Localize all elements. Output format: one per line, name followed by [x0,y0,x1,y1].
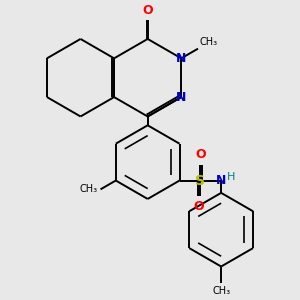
Text: O: O [142,4,153,17]
Text: S: S [195,173,205,188]
Text: O: O [194,200,204,213]
Text: N: N [176,52,186,65]
Text: O: O [196,148,206,161]
Text: CH₃: CH₃ [80,184,98,194]
Text: CH₃: CH₃ [200,37,218,47]
Text: N: N [216,174,226,187]
Text: CH₃: CH₃ [212,286,230,296]
Text: N: N [176,91,186,103]
Text: H: H [227,172,235,182]
